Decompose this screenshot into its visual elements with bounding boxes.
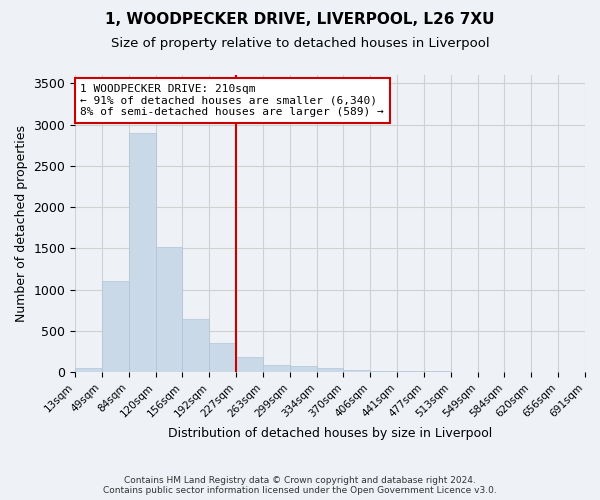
Text: Size of property relative to detached houses in Liverpool: Size of property relative to detached ho… bbox=[110, 38, 490, 51]
Bar bbox=[236, 357, 263, 372]
Text: Contains HM Land Registry data © Crown copyright and database right 2024.
Contai: Contains HM Land Registry data © Crown c… bbox=[103, 476, 497, 495]
X-axis label: Distribution of detached houses by size in Liverpool: Distribution of detached houses by size … bbox=[168, 427, 492, 440]
Bar bbox=[102, 282, 129, 372]
Bar bbox=[343, 370, 370, 372]
Bar bbox=[182, 320, 209, 372]
Bar bbox=[75, 368, 102, 372]
Y-axis label: Number of detached properties: Number of detached properties bbox=[15, 125, 28, 322]
Bar bbox=[263, 364, 290, 372]
Text: 1, WOODPECKER DRIVE, LIVERPOOL, L26 7XU: 1, WOODPECKER DRIVE, LIVERPOOL, L26 7XU bbox=[105, 12, 495, 28]
Bar bbox=[370, 371, 397, 372]
Bar bbox=[129, 133, 155, 372]
Bar bbox=[155, 248, 182, 372]
Text: 1 WOODPECKER DRIVE: 210sqm
← 91% of detached houses are smaller (6,340)
8% of se: 1 WOODPECKER DRIVE: 210sqm ← 91% of deta… bbox=[80, 84, 384, 117]
Bar bbox=[290, 366, 317, 372]
Bar bbox=[317, 368, 343, 372]
Bar bbox=[209, 343, 236, 372]
